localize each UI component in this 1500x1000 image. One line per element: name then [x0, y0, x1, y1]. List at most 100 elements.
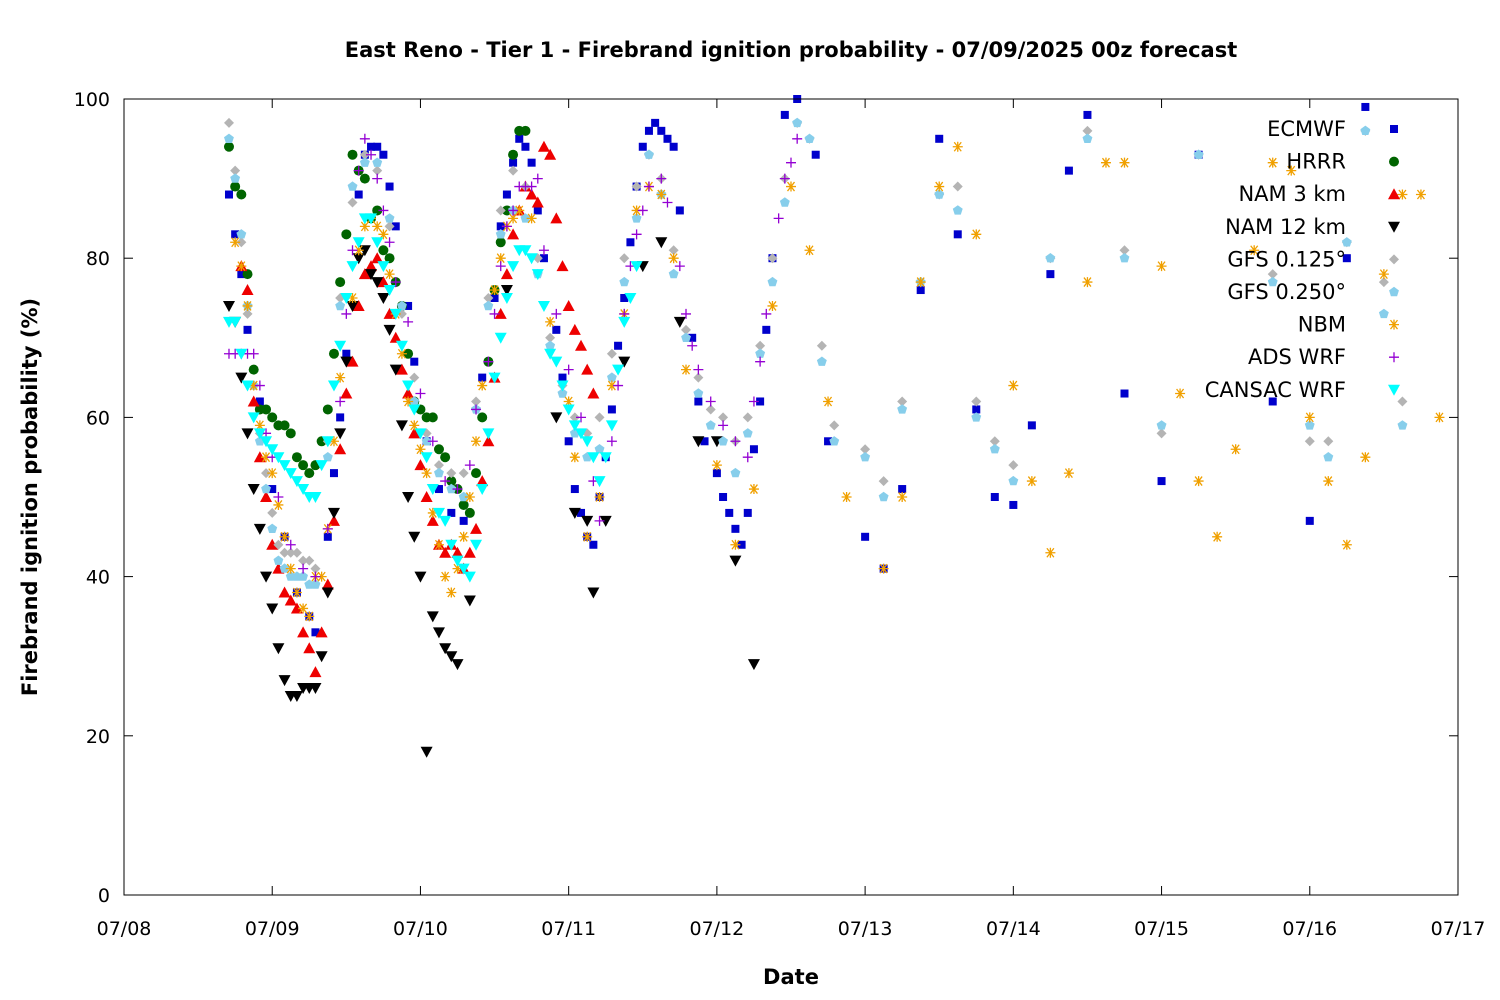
data-point — [403, 316, 414, 327]
data-point — [359, 221, 370, 232]
data-point — [403, 348, 414, 359]
data-point — [569, 412, 580, 423]
data-point — [675, 206, 684, 215]
data-point — [365, 260, 378, 272]
data-point — [767, 300, 778, 311]
data-point — [451, 659, 464, 671]
plot-frame — [123, 98, 1459, 896]
data-point — [347, 181, 358, 191]
data-point — [614, 341, 623, 350]
data-point — [1100, 157, 1111, 168]
data-point — [568, 323, 581, 335]
data-point — [711, 460, 722, 471]
data-point — [235, 348, 248, 360]
data-point — [273, 492, 284, 502]
data-point — [340, 293, 353, 304]
data-point — [989, 436, 1000, 447]
data-point — [427, 436, 438, 447]
data-point — [860, 452, 871, 462]
data-point — [1230, 444, 1241, 455]
data-point — [451, 555, 464, 567]
data-point — [267, 412, 278, 423]
data-point — [471, 396, 482, 407]
data-point — [557, 388, 568, 398]
legend-label: ADS WRF — [1248, 345, 1346, 369]
data-point — [284, 594, 297, 606]
data-point — [396, 348, 407, 359]
legend-label: NAM 12 km — [1225, 215, 1346, 239]
data-point — [235, 372, 248, 384]
data-point — [427, 507, 438, 518]
data-point — [1361, 102, 1370, 111]
data-point — [341, 308, 352, 319]
data-point — [581, 363, 594, 375]
data-point — [718, 436, 728, 446]
y-axis-label: Firebrand ignition probability (%) — [18, 298, 42, 696]
data-point — [347, 293, 358, 303]
data-point — [242, 308, 253, 319]
data-point — [550, 212, 563, 224]
data-point — [662, 197, 673, 208]
data-point — [409, 396, 420, 406]
data-point — [668, 245, 679, 256]
x-tick-label: 07/13 — [838, 918, 893, 940]
data-point — [551, 308, 562, 319]
data-point — [971, 229, 982, 240]
data-point — [1323, 476, 1334, 487]
data-point — [1193, 476, 1204, 487]
data-point — [414, 459, 427, 471]
data-point — [1267, 269, 1278, 280]
data-point — [605, 420, 618, 432]
data-point — [358, 268, 371, 280]
data-point — [1434, 412, 1445, 423]
data-point — [564, 437, 573, 446]
data-point — [353, 165, 364, 176]
legend-label: NBM — [1298, 313, 1346, 337]
data-point — [335, 300, 346, 311]
data-point — [304, 555, 315, 566]
y-tick-label: 100 — [74, 89, 110, 111]
data-point — [577, 508, 586, 517]
data-point — [352, 253, 365, 265]
data-point — [384, 237, 395, 248]
data-point — [737, 540, 746, 549]
data-point — [420, 491, 433, 502]
data-point — [725, 508, 734, 517]
data-point — [409, 372, 420, 383]
data-point — [681, 324, 692, 335]
data-point — [705, 420, 716, 430]
data-point — [285, 428, 296, 439]
data-point — [792, 117, 803, 128]
legend-label: GFS 0.250° — [1227, 280, 1346, 304]
data-point — [531, 269, 544, 281]
data-point — [242, 269, 253, 280]
data-point — [631, 229, 642, 240]
data-point — [231, 230, 240, 239]
data-point — [1268, 397, 1277, 406]
data-point — [1249, 245, 1260, 256]
data-point — [447, 508, 456, 517]
data-point — [786, 181, 796, 192]
data-point — [285, 563, 296, 574]
data-point — [644, 149, 654, 159]
data-point — [1119, 157, 1130, 168]
series-ads-wrf — [223, 133, 803, 582]
data-point — [327, 514, 340, 526]
data-point — [482, 435, 495, 447]
data-point — [384, 253, 395, 264]
data-point — [483, 300, 494, 311]
data-point — [1026, 476, 1037, 487]
data-point — [334, 443, 347, 455]
data-point — [705, 404, 716, 415]
data-point — [272, 643, 285, 655]
data-point — [607, 372, 617, 382]
data-point — [297, 626, 310, 638]
data-point — [279, 420, 290, 431]
data-point — [310, 579, 321, 589]
data-point — [1009, 500, 1018, 509]
data-point — [471, 436, 482, 447]
data-point — [1119, 253, 1130, 263]
data-point — [501, 221, 512, 232]
data-point — [267, 507, 278, 518]
data-point — [971, 412, 982, 422]
